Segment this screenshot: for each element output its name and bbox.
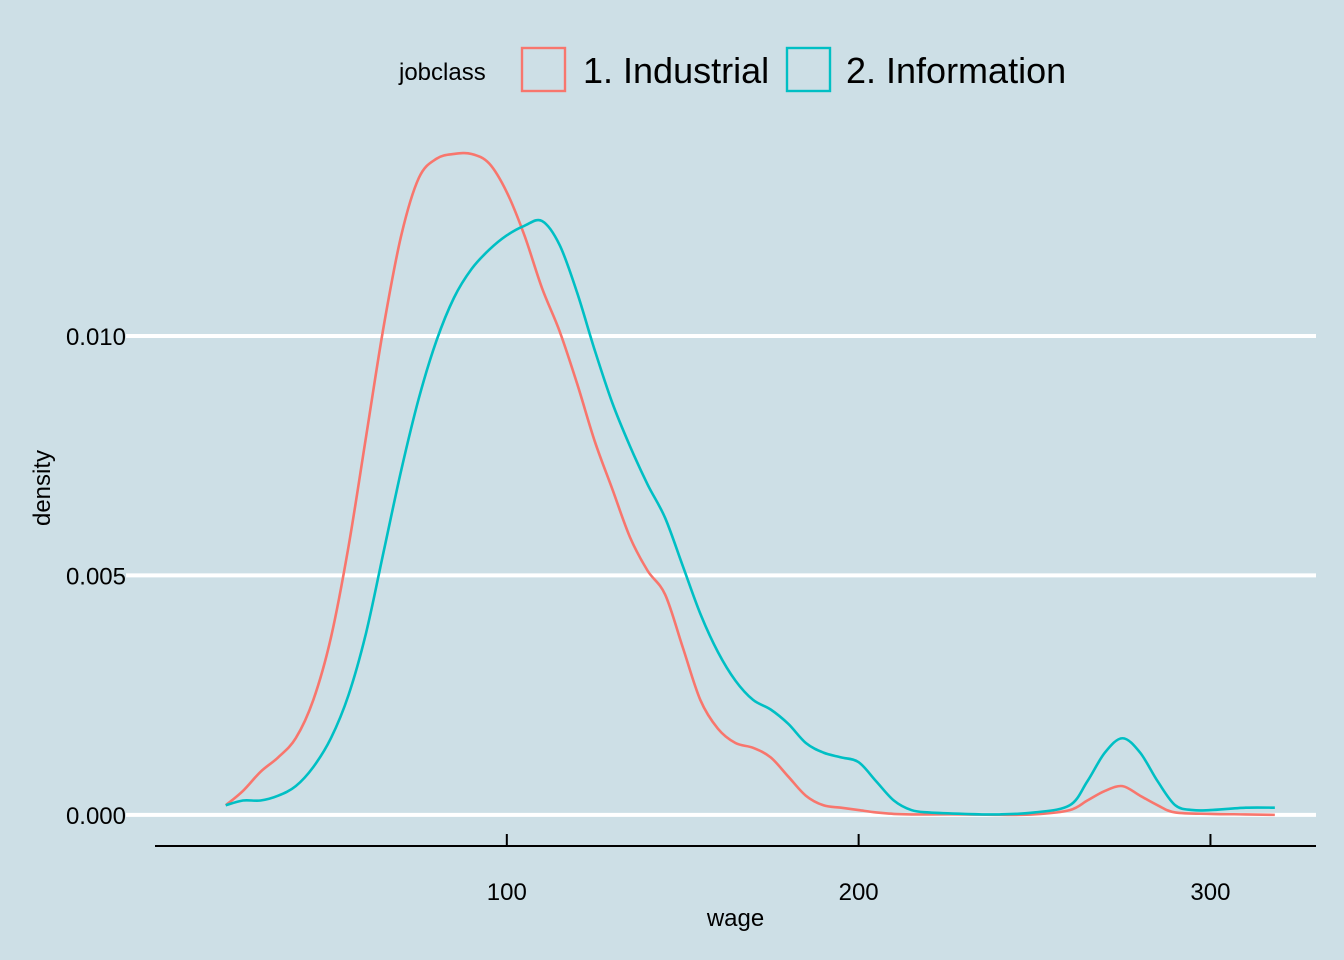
x-tick-label: 100 [487, 879, 527, 906]
legend-label-2: 2. Information [846, 50, 1066, 91]
legend-key-2 [785, 46, 832, 93]
y-tick-label: 0.005 [66, 563, 126, 590]
y-tick-label: 0.000 [66, 803, 126, 830]
y-ticks: 0.000 0.005 0.010 [66, 324, 126, 830]
series-lines [224, 151, 1275, 817]
legend: jobclass 1. Industrial 2. Information [398, 46, 1066, 93]
series-line-1 [224, 151, 1275, 817]
legend-title: jobclass [398, 59, 486, 86]
x-ticks: 100 200 300 [487, 834, 1230, 906]
y-axis-title: density [29, 450, 56, 526]
y-tick-label: 0.010 [66, 324, 126, 351]
series-line-2 [225, 218, 1275, 816]
legend-key-1 [520, 46, 567, 93]
legend-label-1: 1. Industrial [583, 50, 769, 91]
x-tick-label: 300 [1190, 879, 1230, 906]
gridlines [126, 333, 1316, 817]
x-axis-title: wage [706, 905, 764, 932]
x-tick-label: 200 [839, 879, 879, 906]
